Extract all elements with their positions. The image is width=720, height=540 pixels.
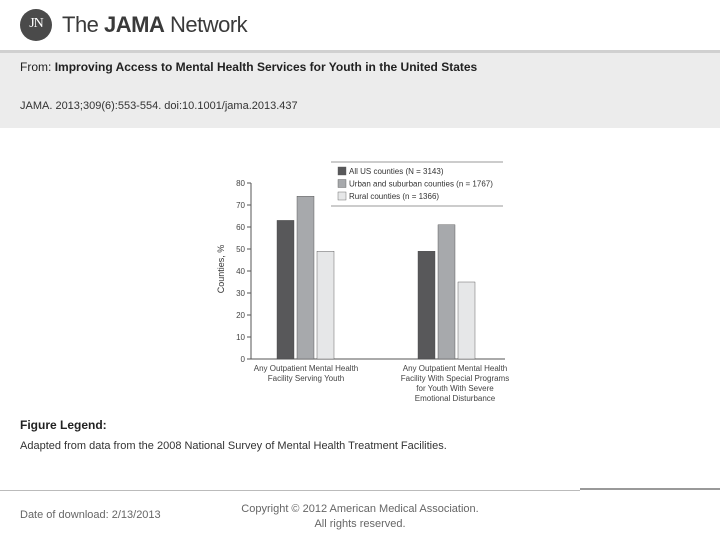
brand-prefix: The: [62, 12, 105, 37]
category-label: Emotional Disturbance: [415, 394, 496, 403]
y-tick-label: 0: [241, 355, 246, 364]
y-tick-label: 80: [236, 179, 245, 188]
category-label: Facility With Special Programs: [401, 374, 509, 383]
y-tick-label: 20: [236, 311, 245, 320]
legend-label-2: Urban and suburban counties (n = 1767): [349, 180, 493, 189]
brand-name[interactable]: The JAMA Network: [62, 12, 248, 38]
bar-chart: All US counties (N = 3143) Urban and subu…: [216, 161, 510, 403]
chart-legend: All US counties (N = 3143) Urban and subu…: [331, 161, 503, 207]
y-tick-label: 70: [236, 201, 245, 210]
download-date: Date of download: 2/13/2013: [20, 509, 161, 521]
bar-3-2: [457, 281, 476, 360]
article-citation: JAMA. 2013;309(6):553-554. doi:10.1001/j…: [20, 100, 298, 112]
bar-2-2: [437, 224, 456, 360]
bar-1-1: [276, 220, 295, 360]
footer-divider: [0, 490, 580, 491]
from-label: From:: [20, 60, 52, 74]
copyright-line-1: Copyright © 2012 American Medical Associ…: [241, 503, 479, 515]
legend-label-3: Rural counties (n = 1366): [349, 192, 439, 201]
y-tick-label: 30: [236, 289, 245, 298]
y-tick-label: 10: [236, 333, 245, 342]
category-label: for Youth With Severe: [416, 384, 494, 393]
legend-swatch-1: [337, 166, 347, 176]
figure-legend-title: Figure Legend:: [20, 418, 107, 432]
y-tick-label: 50: [236, 245, 245, 254]
copyright-line-2: All rights reserved.: [314, 518, 406, 530]
y-tick-label: 60: [236, 223, 245, 232]
bar-3-1: [316, 250, 335, 360]
y-tick-label: 40: [236, 267, 245, 276]
logo-initials: JN: [29, 16, 44, 31]
legend-swatch-3: [337, 191, 347, 201]
article-info-bar: From: Improving Access to Mental Health …: [0, 53, 720, 128]
footer-divider-accent: [580, 488, 720, 490]
legend-label-1: All US counties (N = 3143): [349, 167, 444, 176]
chart-bars: [276, 196, 476, 360]
copyright-notice: Copyright © 2012 American Medical Associ…: [230, 502, 490, 532]
bar-1-2: [417, 250, 436, 360]
y-axis-label: Counties, %: [216, 245, 226, 294]
category-label: Any Outpatient Mental Health: [254, 364, 359, 373]
article-title[interactable]: Improving Access to Mental Health Servic…: [54, 60, 478, 74]
category-label: Any Outpatient Mental Health: [403, 364, 508, 373]
category-label: Facility Serving Youth: [268, 374, 345, 383]
header-divider: [0, 50, 720, 53]
article-source: From: Improving Access to Mental Health …: [20, 60, 477, 74]
brand-suffix: Network: [164, 12, 248, 37]
bar-2-1: [296, 196, 315, 360]
jama-network-logo-icon[interactable]: JN: [20, 9, 52, 41]
site-header: JN The JAMA Network: [0, 0, 720, 53]
figure-legend-text: Adapted from data from the 2008 National…: [20, 440, 447, 452]
brand-bold: JAMA: [104, 12, 165, 37]
legend-swatch-2: [337, 179, 347, 188]
